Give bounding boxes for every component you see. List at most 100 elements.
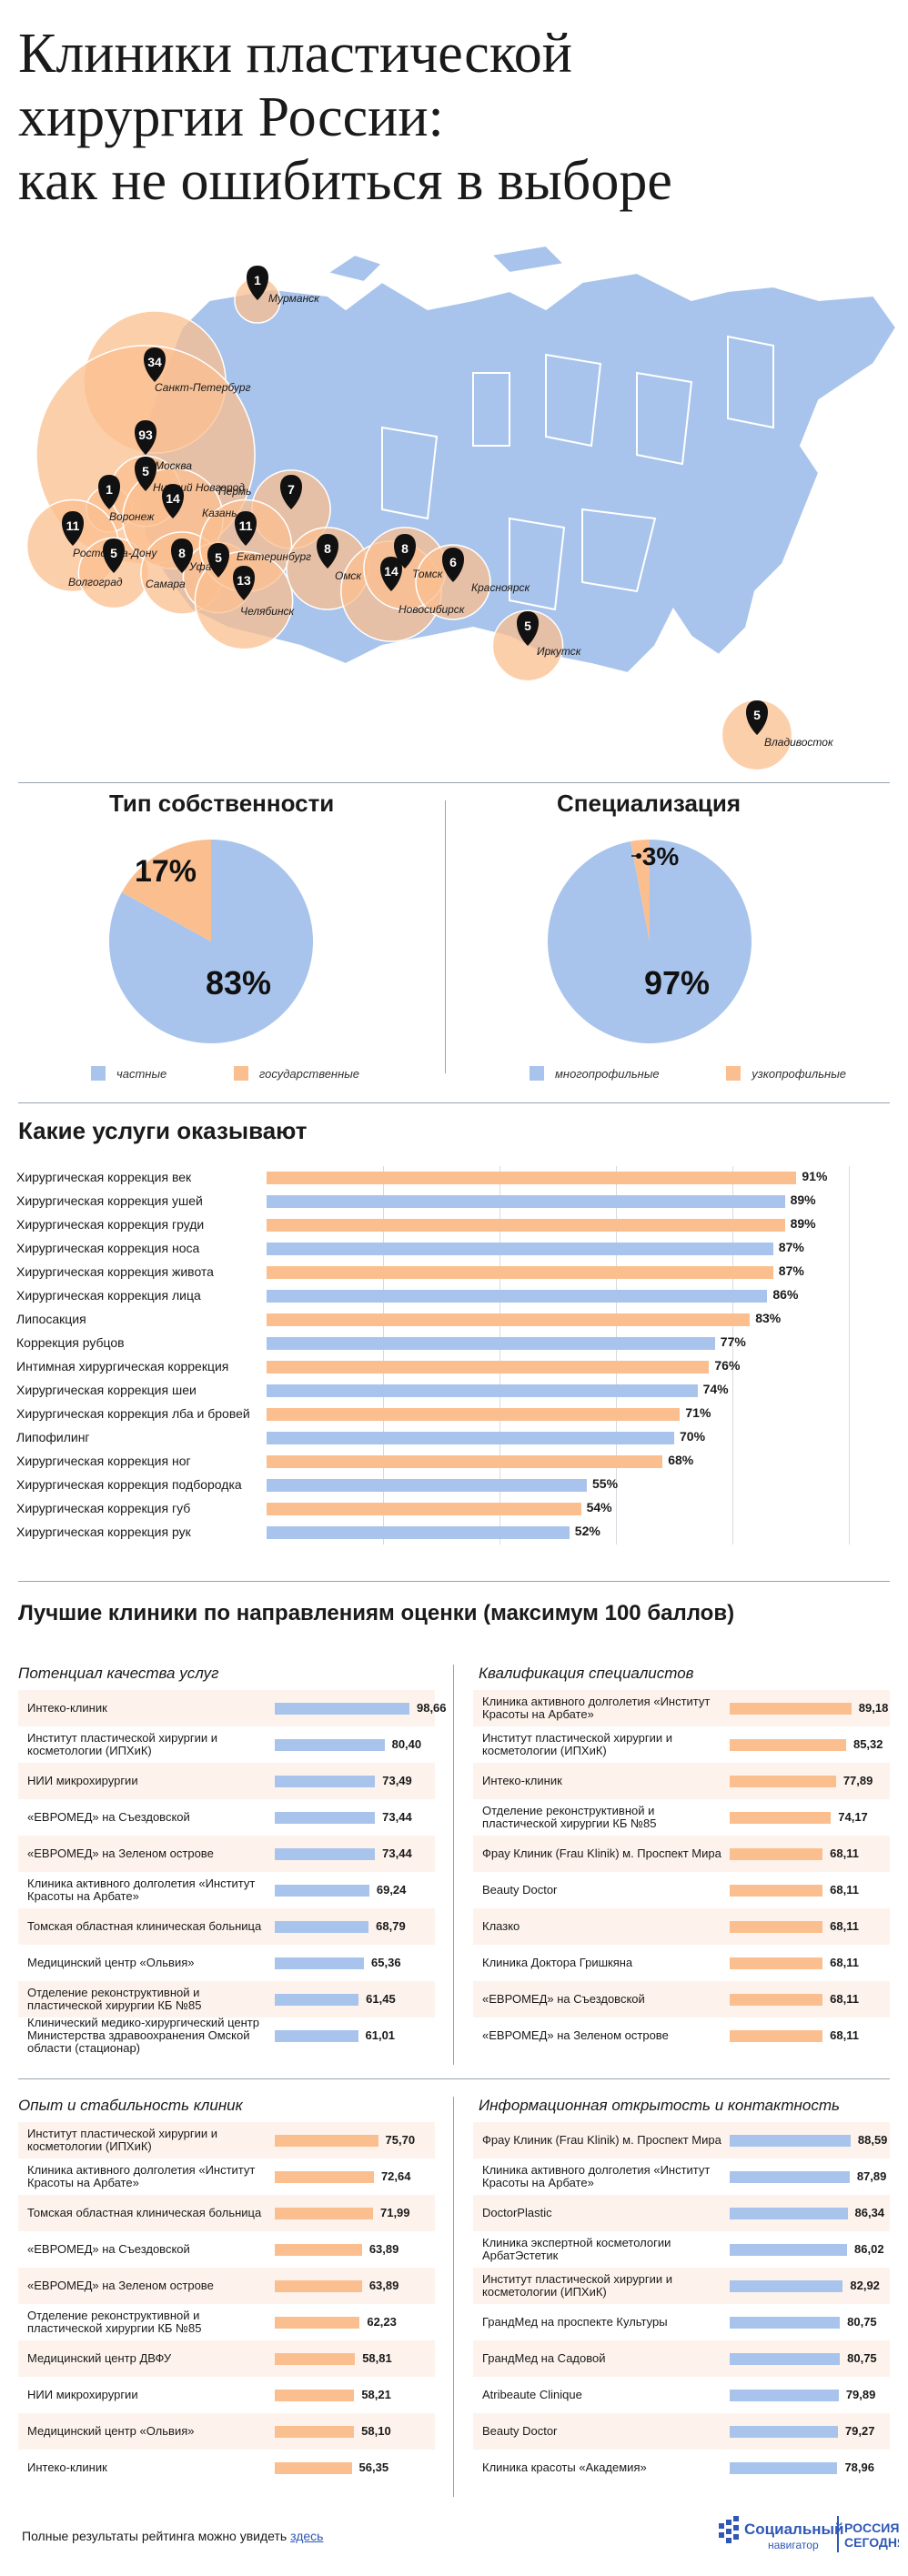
gridline (732, 1166, 733, 1545)
service-label: Коррекция рубцов (16, 1335, 125, 1350)
divider (18, 2078, 890, 2079)
service-label: Хирургическая коррекция груди (16, 1217, 205, 1232)
rating-bar (730, 1703, 852, 1715)
rating-bar (730, 1957, 823, 1969)
service-label: Хирургическая коррекция ног (16, 1454, 191, 1468)
city-marker-красноярск: 6 Красноярск (442, 548, 531, 594)
title-line-3: как не ошибиться в выборе (18, 150, 672, 212)
clinic-name: «ЕВРОМЕД» на Зеленом острове (482, 2028, 669, 2042)
city-label: Омск (335, 569, 362, 582)
service-value: 86% (772, 1287, 799, 1302)
rating-value: 74,17 (838, 1810, 868, 1824)
page-title: Клиники пластической хирургии России: ка… (18, 22, 873, 213)
service-bar (267, 1266, 773, 1279)
rating-row: Институт пластической хирургии и космето… (18, 1726, 435, 1763)
footer-text: Полные результаты рейтинга можно увидеть (22, 2529, 291, 2543)
marker-count: 5 (110, 546, 117, 560)
rating-bar (730, 2353, 841, 2365)
clinic-name: Клиника активного долголетия «Институт К… (27, 2163, 256, 2189)
marker-pin-icon (103, 538, 125, 573)
marker-count: 11 (66, 518, 80, 533)
city-label: Пермь (218, 485, 251, 498)
rating-value: 98,66 (416, 1701, 447, 1715)
service-row: Коррекция рубцов 77% (16, 1332, 890, 1355)
service-value: 89% (790, 1192, 816, 1207)
rating-row: «ЕВРОМЕД» на Зеленом острове 68,11 (473, 2018, 890, 2054)
clinic-name: Отделение реконструктивной и пластическо… (27, 2309, 202, 2335)
service-bar (267, 1219, 785, 1232)
rating-row: Фрау Клиник (Frau Klinik) м. Проспект Ми… (473, 2122, 890, 2158)
rating-value: 71,99 (379, 2206, 410, 2219)
clinic-name: Beauty Doctor (482, 2424, 558, 2438)
marker-pin-icon (394, 534, 416, 569)
rating-value: 68,11 (830, 1956, 859, 1969)
legend-swatch-private (91, 1066, 106, 1081)
service-bar (267, 1337, 715, 1350)
clinic-name: Институт пластической хирургии и космето… (27, 2127, 217, 2153)
vertical-divider (453, 1665, 454, 2065)
rating-bar (275, 1739, 385, 1751)
rating-value: 82,92 (850, 2279, 880, 2292)
rating-row: Отделение реконструктивной и пластическо… (473, 1799, 890, 1836)
city-marker-иркутск: 5 Иркутск (517, 611, 582, 658)
rating-row: Atribeaute Clinique 79,89 (473, 2377, 890, 2413)
rating-value: 68,11 (830, 1846, 859, 1860)
results-link[interactable]: здесь (290, 2529, 324, 2543)
city-marker-самара: 8 Самара (146, 538, 193, 590)
rating-bar (275, 1885, 369, 1897)
rating-value: 68,11 (830, 1919, 859, 1933)
marker-pin-icon (98, 475, 120, 509)
marker-count: 5 (524, 619, 531, 633)
service-value: 91% (802, 1169, 828, 1183)
rating-row: «ЕВРОМЕД» на Зеленом острове 73,44 (18, 1836, 435, 1872)
panel-title-quality: Потенциал качества услуг (18, 1665, 219, 1682)
clinic-name: «ЕВРОМЕД» на Съездовской (27, 1810, 190, 1824)
clinic-name: Фрау Клиник (Frau Klinik) м. Проспект Ми… (482, 1846, 721, 1860)
rating-row: Клиника Доктора Гришкяна 68,11 (473, 1945, 890, 1981)
rating-value: 63,89 (368, 2242, 399, 2256)
rating-row: Клиника активного долголетия «Институт К… (18, 1872, 435, 1908)
clinic-name: Медицинский центр «Ольвия» (27, 2424, 195, 2438)
rating-row: Томская областная клиническая больница 71… (18, 2195, 435, 2231)
clinic-name: Интеко-клиник (482, 1774, 562, 1787)
legend-swatch-multi (530, 1066, 544, 1081)
rating-row: ГрандМед на Садовой 80,75 (473, 2340, 890, 2377)
service-value: 71% (685, 1405, 711, 1420)
rating-value: 85,32 (853, 1737, 883, 1751)
service-row: Хирургическая коррекция подбородка 55% (16, 1474, 890, 1497)
rating-value: 58,81 (362, 2351, 392, 2365)
pie-slice-государственные (121, 840, 211, 941)
city-marker-омск: 8 Омск (317, 534, 362, 582)
pie-slice-частные (108, 840, 313, 1043)
clinic-name: Отделение реконструктивной и пластическо… (482, 1804, 657, 1830)
rating-row: Томская областная клиническая больница 68… (18, 1908, 435, 1945)
rating-bar (275, 1812, 376, 1824)
rating-value: 73,44 (382, 1846, 412, 1860)
rating-bar (730, 2462, 838, 2474)
city-marker-волгоград: 5 Волгоград (68, 538, 125, 589)
marker-pin-icon (162, 484, 184, 518)
rating-row: Интеко-клиник 77,89 (473, 1763, 890, 1799)
clinic-name: Клиника активного долголетия «Институт К… (27, 1877, 256, 1903)
rating-value: 80,40 (391, 1737, 422, 1751)
service-row: Хирургическая коррекция ног 68% (16, 1450, 890, 1474)
service-row: Липофилинг 70% (16, 1426, 890, 1450)
marker-count: 34 (147, 355, 162, 369)
service-label: Хирургическая коррекция живота (16, 1264, 214, 1279)
clinic-name: Клиника активного долголетия «Институт К… (482, 1695, 711, 1721)
brand-partner-bottom: СЕГОДНЯ (844, 2535, 899, 2550)
legend-label-narrow: узкопрофильные (752, 1067, 846, 1081)
rating-row: Клиника активного долголетия «Институт К… (473, 2158, 890, 2195)
rating-bar (275, 1848, 376, 1860)
rating-row: Клинический медико-хирургический центр М… (18, 2017, 435, 2055)
clinic-name: Институт пластической хирургии и космето… (482, 2272, 672, 2299)
service-value: 76% (714, 1358, 741, 1373)
rating-bar (730, 2171, 850, 2183)
city-marker-новосибирск: 14 Новосибирск (380, 557, 466, 616)
rating-row: Интеко-клиник 56,35 (18, 2450, 435, 2486)
rating-row: Институт пластической хирургии и космето… (473, 2268, 890, 2304)
rating-row: Клиника активного долголетия «Институт К… (18, 2158, 435, 2195)
city-marker-мурманск: 1 Мурманск (247, 266, 320, 305)
rating-row: Медицинский центр «Ольвия» 65,36 (18, 1945, 435, 1981)
service-value: 87% (778, 1263, 804, 1278)
